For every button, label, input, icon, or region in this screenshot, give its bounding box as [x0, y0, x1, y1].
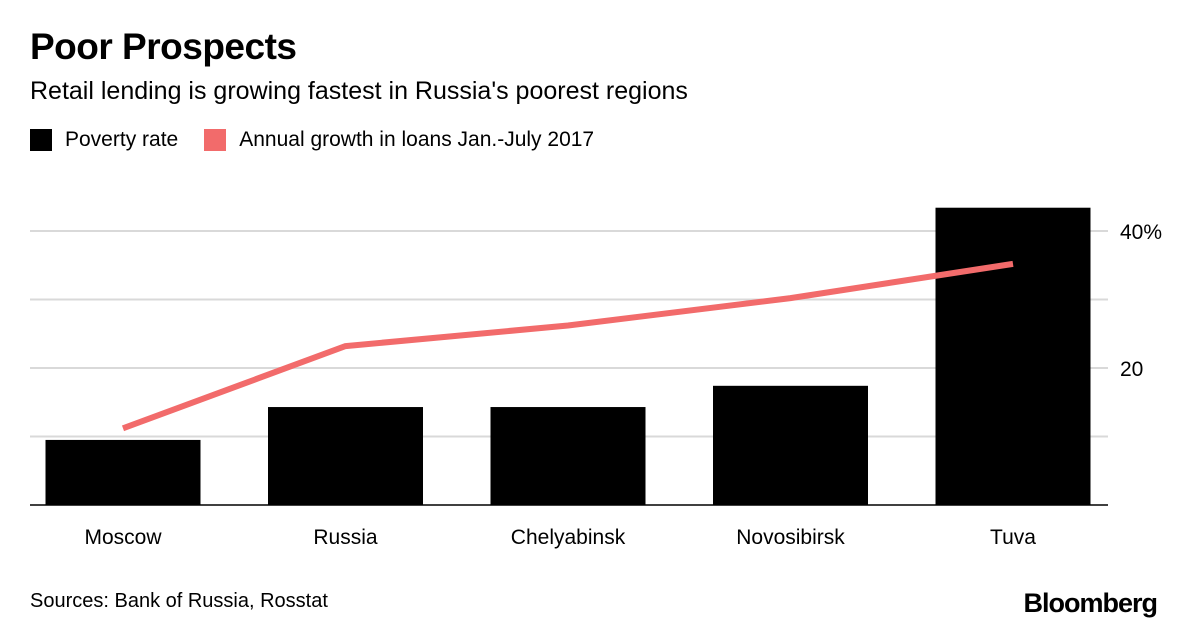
legend-item-loan-growth: Annual growth in loans Jan.-July 2017	[204, 128, 594, 152]
x-tick-label: Moscow	[84, 526, 162, 549]
source-note: Sources: Bank of Russia, Rosstat	[30, 590, 328, 612]
bar-poverty-rate	[45, 439, 201, 505]
legend-swatch-loan-growth	[204, 129, 227, 151]
legend-item-poverty: Poverty rate	[30, 128, 178, 152]
x-tick-label: Tuva	[990, 526, 1036, 549]
bar-poverty-rate	[490, 407, 646, 505]
x-tick-label: Novosibirsk	[736, 526, 845, 549]
bar-poverty-rate	[713, 385, 868, 505]
chart-subtitle: Retail lending is growing fastest in Rus…	[30, 77, 688, 105]
legend-label-poverty: Poverty rate	[65, 128, 179, 151]
x-tick-label: Chelyabinsk	[511, 526, 626, 549]
chart-title: Poor Prospects	[30, 26, 297, 67]
y-tick-label: 40%	[1120, 221, 1162, 244]
legend-label-loan-growth: Annual growth in loans Jan.-July 2017	[239, 128, 595, 151]
legend-swatch-poverty	[30, 129, 52, 151]
bar-poverty-rate	[935, 207, 1091, 505]
bloomberg-logo: Bloomberg	[1023, 588, 1158, 618]
bar-poverty-rate	[268, 407, 423, 505]
y-tick-label: 20	[1120, 358, 1143, 381]
legend: Poverty rate Annual growth in loans Jan.…	[30, 128, 620, 152]
x-tick-label: Russia	[313, 526, 378, 549]
line-loan-growth	[121, 260, 1014, 432]
